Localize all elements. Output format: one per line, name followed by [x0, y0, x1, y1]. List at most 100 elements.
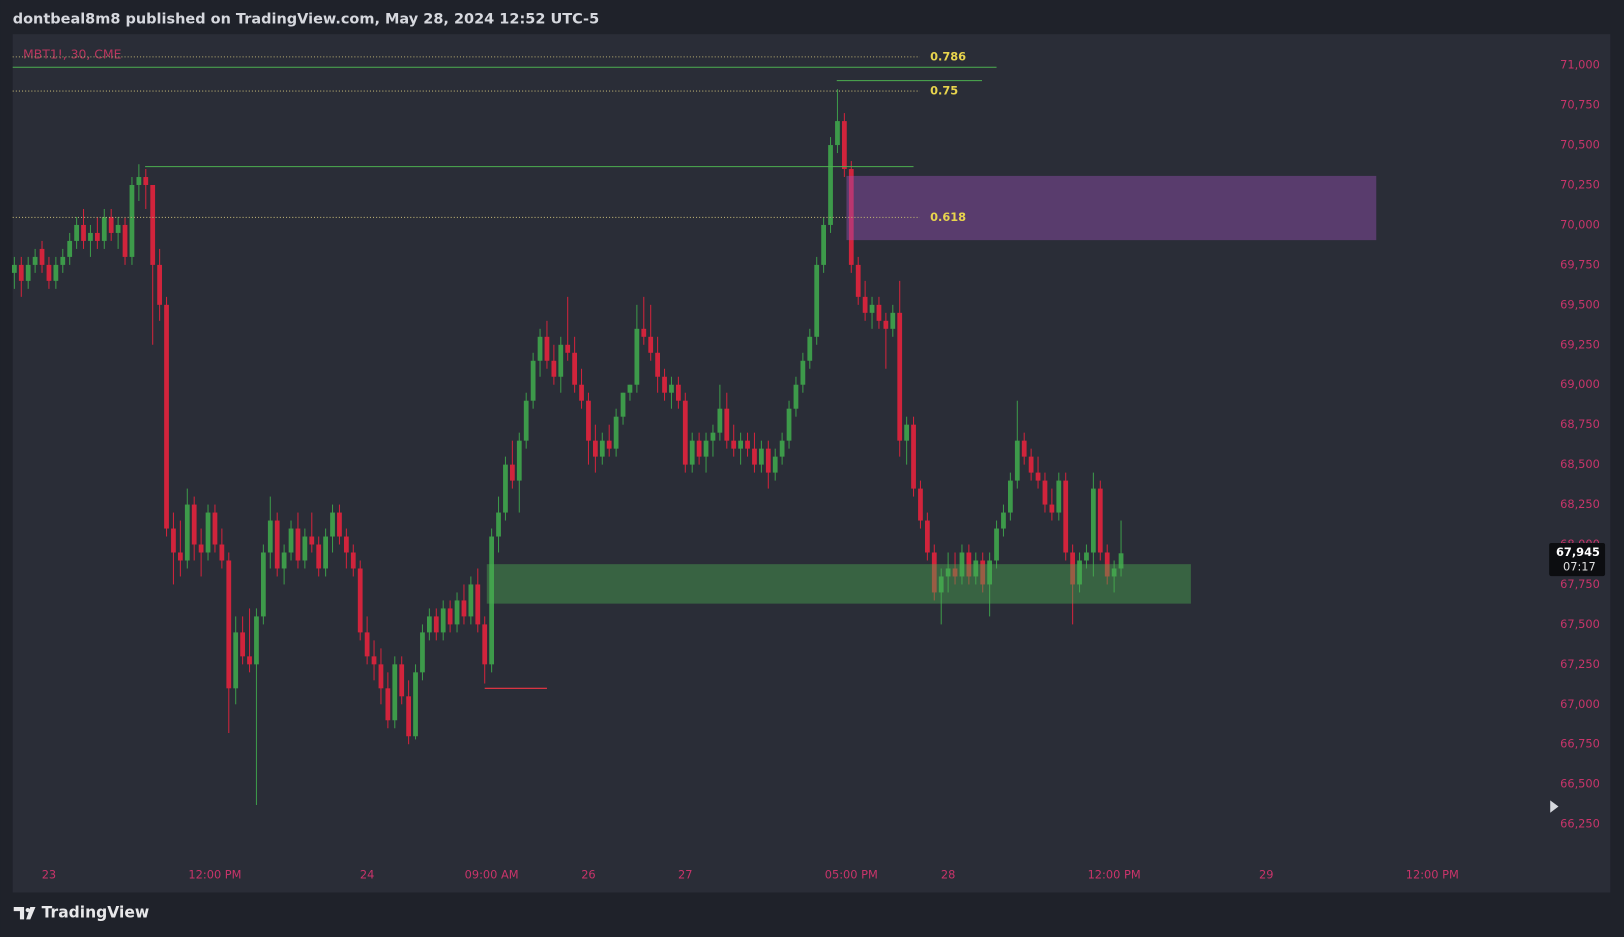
y-tick-label: 69,750 — [1560, 257, 1600, 271]
candle-body — [219, 544, 225, 561]
chart-pane — [12, 34, 1611, 893]
candle-body — [32, 256, 38, 265]
candle-body — [1063, 480, 1069, 553]
candle-body — [1084, 552, 1089, 561]
candle-body — [821, 224, 827, 265]
candle-body — [11, 264, 17, 273]
candle-body — [191, 504, 197, 545]
y-tick-label: 68,250 — [1560, 497, 1600, 511]
candle-body — [426, 616, 432, 633]
y-tick-label: 71,000 — [1560, 58, 1600, 72]
candle-body — [143, 177, 149, 186]
candle-body — [60, 256, 66, 265]
candle-body — [378, 664, 384, 689]
x-tick-label: 29 — [1259, 867, 1273, 881]
y-tick-label: 68,750 — [1560, 417, 1600, 431]
candle-body — [606, 440, 612, 449]
candle-body — [530, 360, 536, 401]
candle-body — [786, 408, 792, 441]
candle-body — [81, 224, 86, 241]
candle-body — [966, 552, 972, 577]
candle-body — [1070, 552, 1076, 585]
candle-body — [1118, 553, 1124, 569]
candle-body — [1001, 512, 1006, 529]
candle-body — [724, 408, 730, 441]
candle-body — [752, 448, 757, 465]
candle-body — [662, 376, 667, 393]
candle-body — [302, 536, 308, 561]
candle-body — [18, 264, 24, 281]
candle-body — [420, 632, 425, 673]
candle-body — [973, 560, 979, 577]
candle-body — [212, 512, 218, 545]
candle-body — [1090, 488, 1096, 553]
candle-body — [171, 528, 176, 553]
fib-label: 0.75 — [930, 84, 958, 98]
price-box — [1549, 542, 1606, 577]
x-tick-label: 23 — [42, 867, 56, 881]
candle-body — [904, 424, 910, 441]
candle-body — [164, 304, 169, 529]
candle-body — [675, 384, 681, 401]
x-tick-label: 05:00 PM — [825, 867, 878, 881]
candle-body — [620, 392, 626, 417]
candle-body — [281, 552, 287, 569]
candle-body — [890, 312, 896, 329]
candle-body — [841, 121, 847, 170]
zone — [846, 175, 1377, 241]
candle-body — [689, 440, 695, 465]
candle-body — [454, 600, 460, 625]
tv-logo — [13, 906, 36, 920]
candle-body — [136, 177, 142, 186]
candle-body — [987, 560, 993, 585]
y-tick-label: 66,250 — [1560, 817, 1600, 831]
candle-body — [807, 336, 813, 361]
candle-body — [88, 232, 93, 241]
candle-body — [586, 400, 591, 441]
candle-body — [516, 440, 522, 481]
candle-body — [848, 169, 854, 265]
candle-body — [1021, 440, 1027, 457]
candle-body — [1104, 552, 1110, 577]
candle-body — [350, 552, 356, 569]
candle-body — [918, 488, 923, 521]
candle-body — [385, 688, 391, 721]
candle-body — [1007, 480, 1013, 513]
candle-body — [247, 656, 252, 665]
candle-body — [862, 296, 868, 313]
candle-body — [696, 440, 702, 457]
fib-label: 0.786 — [930, 49, 966, 63]
candle-body — [177, 552, 183, 561]
x-tick-label: 12:00 PM — [1088, 867, 1141, 881]
candle-body — [413, 672, 418, 737]
candle-body — [1056, 480, 1062, 513]
candle-body — [482, 624, 488, 665]
candle-body — [1049, 504, 1055, 513]
candle-body — [682, 400, 688, 465]
candle-body — [793, 384, 799, 409]
candles — [11, 89, 1124, 805]
candle-body — [184, 504, 190, 561]
candle-body — [945, 568, 951, 577]
scroll-marker[interactable] — [1550, 800, 1559, 813]
candle-body — [108, 216, 114, 233]
candle-body — [779, 440, 785, 457]
candle-body — [309, 536, 315, 545]
y-tick-label: 69,250 — [1560, 337, 1600, 351]
candle-body — [240, 632, 245, 657]
candle-body — [39, 248, 45, 265]
footer-brand: TradingView — [42, 904, 149, 922]
candle-body — [496, 512, 501, 537]
candle-body — [1042, 480, 1048, 505]
candle-body — [551, 360, 557, 377]
candle-body — [1014, 440, 1020, 481]
candle-body — [1111, 568, 1117, 577]
candle-body — [565, 344, 571, 353]
x-tick-label: 09:00 AM — [465, 867, 519, 881]
candle-body — [226, 560, 232, 689]
candle-body — [1097, 488, 1103, 553]
candle-body — [634, 328, 640, 385]
candle-body — [800, 360, 806, 385]
y-tick-label: 69,000 — [1560, 377, 1600, 391]
symbol-label: MBT1!, 30, CME — [23, 46, 122, 61]
